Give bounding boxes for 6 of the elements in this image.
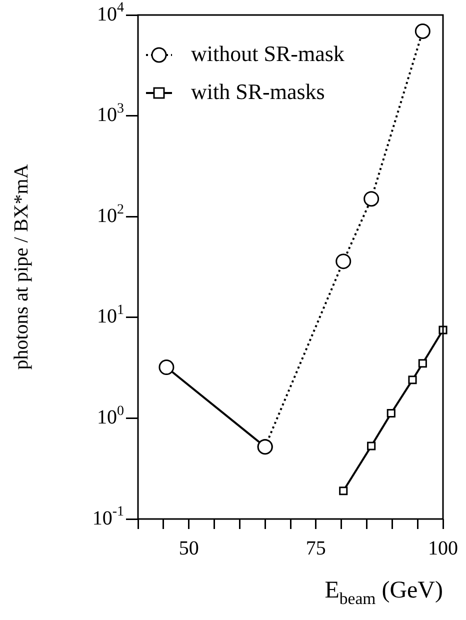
x-tick-label: 50 — [178, 537, 199, 560]
x-tick-label: 75 — [306, 537, 326, 560]
legend-label: with SR-masks — [191, 78, 325, 104]
x-tick-label: 100 — [428, 537, 458, 560]
legend-label: without SR-mask — [191, 40, 344, 66]
y-axis-title: photons at pipe / BX*mA — [10, 164, 32, 370]
